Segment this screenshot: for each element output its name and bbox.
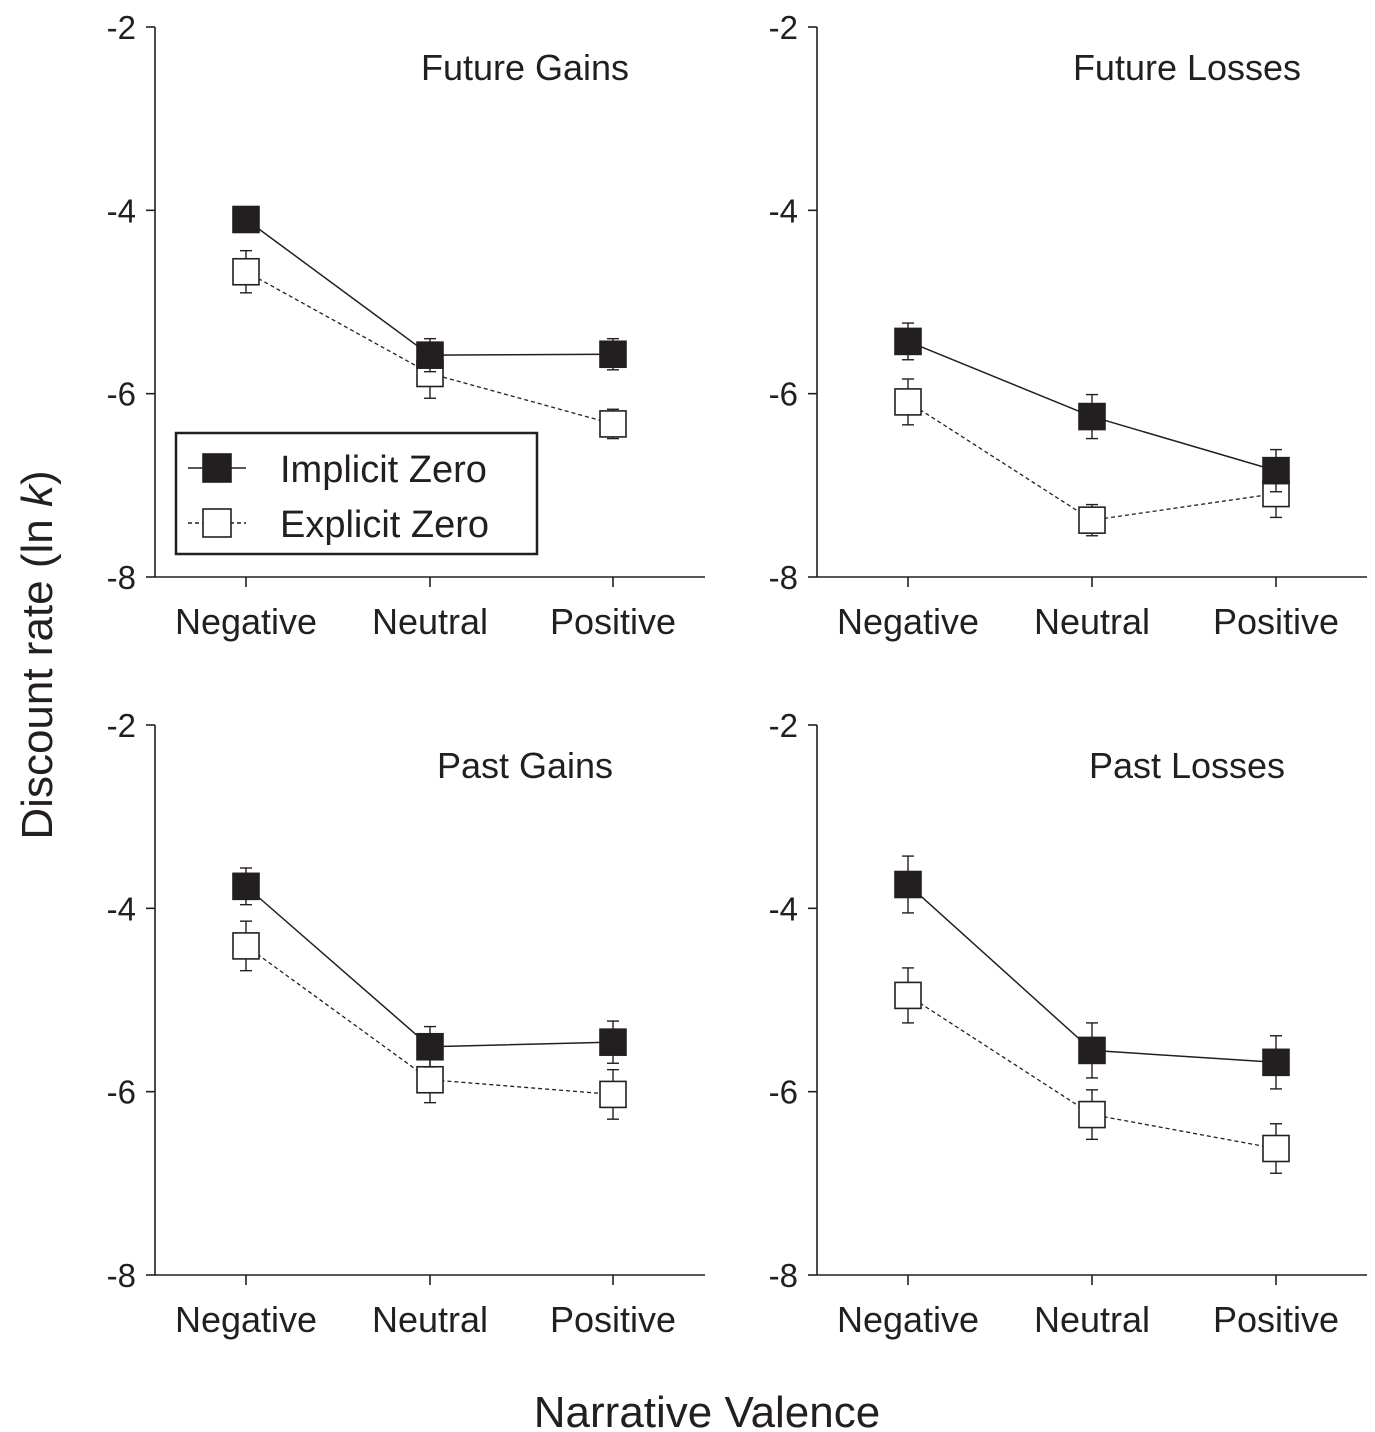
series-explicit-zero: [232, 920, 627, 1120]
data-point: [232, 932, 260, 960]
data-point: [1262, 456, 1290, 485]
data-point: [416, 1032, 444, 1061]
series-line: [245, 885, 614, 1048]
panels: -2 -4 -6 -8 Negative Neutral Positive Future Ga…: [107, 9, 1367, 1340]
series-line: [245, 218, 614, 356]
y-tick-label: -6: [769, 1074, 798, 1111]
x-axis-title: Narrative Valence: [534, 1388, 880, 1432]
y-tick-label: -8: [107, 559, 136, 596]
y-tick-label: -8: [769, 559, 798, 596]
panel-title: Past Gains: [437, 745, 613, 786]
series-implicit-zero: [894, 855, 1290, 1090]
y-tick-label: -8: [107, 1257, 136, 1294]
y-tick-label: -4: [107, 890, 136, 927]
legend-explicit-label: Explicit Zero: [280, 504, 489, 546]
y-tick-label: -2: [107, 9, 136, 46]
panel-future-gains: -2 -4 -6 -8 Negative Neutral Positive Future Ga…: [107, 9, 705, 642]
data-point: [1078, 1100, 1106, 1129]
series-explicit-zero: [894, 967, 1290, 1174]
series-implicit-zero: [232, 205, 627, 373]
x-tick-label-neutral: Neutral: [372, 601, 488, 642]
data-point: [1078, 402, 1106, 431]
y-axis-title: Discount rate (ln k): [13, 470, 62, 839]
panel-title: Future Gains: [421, 47, 629, 88]
legend-implicit-label: Implicit Zero: [280, 449, 487, 491]
data-point: [894, 388, 922, 416]
panel-title: Past Losses: [1089, 745, 1285, 786]
y-tick-label: -6: [107, 376, 136, 413]
x-tick-label-positive: Positive: [550, 1299, 676, 1340]
panel-title: Future Losses: [1073, 47, 1301, 88]
x-tick-label-neutral: Neutral: [1034, 1299, 1150, 1340]
legend-box: [174, 431, 539, 556]
data-point: [599, 1080, 627, 1109]
data-point: [599, 340, 627, 369]
y-tick-label: -4: [769, 890, 798, 927]
y-axis-title-main: Discount rate (ln: [13, 507, 62, 840]
data-point: [416, 1065, 444, 1094]
data-point: [1262, 1134, 1290, 1163]
series-explicit-zero: [232, 249, 627, 440]
y-axis-title-italic: k: [13, 483, 62, 507]
data-point: [894, 870, 922, 899]
legend-implicit-marker: [202, 453, 232, 483]
panel-past-gains: -2 -4 -6 -8 Negative Neutral Positive Past Gain…: [107, 707, 705, 1340]
data-point: [416, 341, 444, 369]
legend: Implicit Zero Explicit Zero: [174, 431, 539, 556]
x-tick-label-positive: Positive: [550, 601, 676, 642]
series-implicit-zero: [232, 867, 627, 1068]
x-tick-label-negative: Negative: [837, 601, 979, 642]
panel-future-losses: -2 -4 -6 -8 Negative Neutral Positive Future Lo…: [769, 9, 1367, 642]
data-point: [894, 981, 922, 1010]
x-tick-label-negative: Negative: [837, 1299, 979, 1340]
data-point: [894, 327, 922, 356]
data-point: [232, 872, 260, 901]
legend-explicit-marker: [202, 508, 232, 538]
data-point: [599, 410, 627, 438]
data-point: [1078, 506, 1106, 534]
panel-past-losses: -2 -4 -6 -8 Negative Neutral Positive Past Loss…: [769, 707, 1367, 1340]
y-axis-title-close: ): [13, 470, 62, 485]
y-tick-label: -2: [769, 707, 798, 744]
x-tick-label-neutral: Neutral: [1034, 601, 1150, 642]
x-tick-label-neutral: Neutral: [372, 1299, 488, 1340]
y-tick-label: -6: [107, 1074, 136, 1111]
series-implicit-zero: [894, 322, 1290, 493]
x-tick-label-positive: Positive: [1213, 601, 1339, 642]
y-tick-label: -4: [769, 192, 798, 229]
x-tick-label-negative: Negative: [175, 601, 317, 642]
data-point: [232, 257, 260, 286]
x-tick-label-negative: Negative: [175, 1299, 317, 1340]
y-tick-label: -2: [769, 9, 798, 46]
data-point: [232, 205, 260, 234]
data-point: [1078, 1036, 1106, 1065]
y-tick-label: -8: [769, 1257, 798, 1294]
data-point: [599, 1028, 627, 1056]
y-tick-label: -2: [107, 707, 136, 744]
data-point: [1262, 1048, 1290, 1077]
x-tick-label-positive: Positive: [1213, 1299, 1339, 1340]
y-tick-label: -4: [107, 192, 136, 229]
y-tick-label: -6: [769, 376, 798, 413]
